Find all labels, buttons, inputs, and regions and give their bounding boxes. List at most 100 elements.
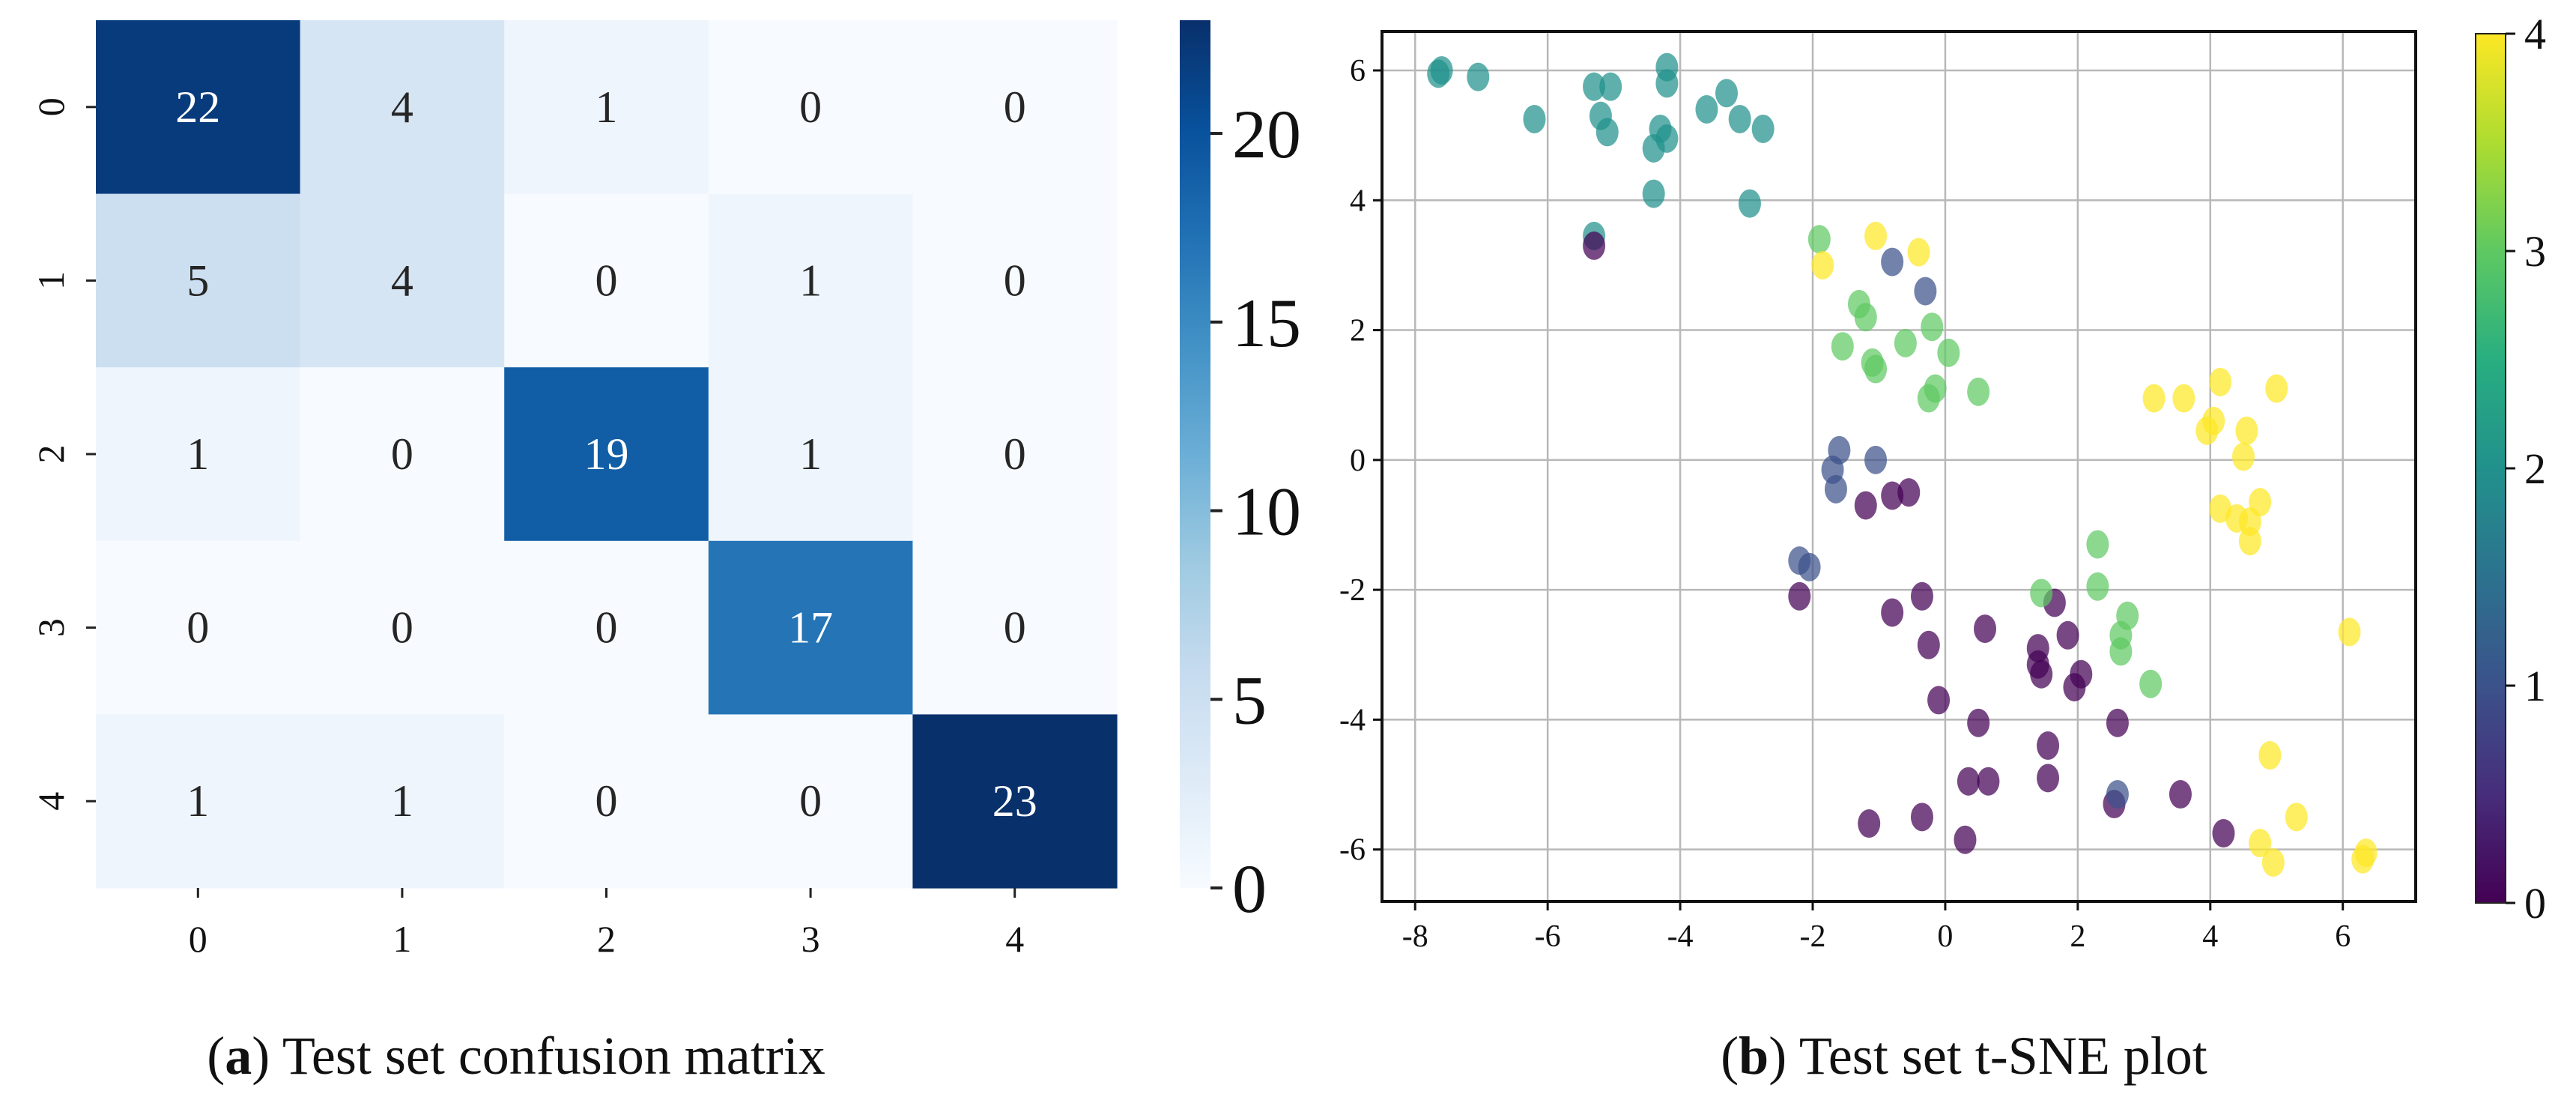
- scatter-point: [1937, 338, 1960, 367]
- caption-b-letter: b: [1739, 1026, 1769, 1086]
- scatter-colorbar-gradient: [2475, 33, 2506, 904]
- heatmap-cell-label: 0: [1004, 603, 1026, 653]
- heatmap-cell: [300, 20, 505, 195]
- scatter-point: [2261, 848, 2285, 877]
- scatter-point: [2172, 384, 2195, 413]
- heatmap-cell-label: 0: [595, 256, 618, 305]
- heatmap-y-tick-label: 3: [30, 618, 72, 637]
- scatter-point: [2258, 741, 2282, 770]
- scatter-point: [2238, 507, 2261, 537]
- scatter-x-tick-label: 6: [2335, 919, 2351, 954]
- heatmap-cell: [300, 193, 505, 368]
- heatmap-x-tick-label: 3: [801, 918, 820, 960]
- heatmap-cell-label: 1: [799, 256, 822, 305]
- scatter-point: [1715, 79, 1738, 108]
- heatmap-y-tick-label: 1: [30, 271, 72, 290]
- heatmap-cell: [504, 193, 709, 368]
- heatmap-colorbar-gradient: [1180, 20, 1210, 888]
- heatmap-cell-label: 0: [391, 603, 413, 653]
- heatmap-cell: [912, 540, 1118, 715]
- heatmap-cell-label: 0: [595, 776, 618, 826]
- scatter-y-tick-label: -4: [1339, 703, 1366, 737]
- heatmap-cell: [504, 540, 709, 715]
- scatter-point: [2209, 367, 2232, 396]
- heatmap-cell-label: 0: [799, 776, 822, 826]
- heatmap-cell-label: 1: [187, 429, 209, 479]
- scatter-point: [1864, 445, 1888, 474]
- heatmap-cell-label: 1: [391, 776, 413, 826]
- heatmap-cell-label: 23: [992, 776, 1037, 826]
- scatter-point: [1921, 312, 1944, 342]
- tsne-scatter-plot: -8 -6 -4 -2 0 2 4 6 -6 -4 -2 0 2 4 6: [1339, 30, 2417, 954]
- heatmap-cell: [912, 367, 1118, 542]
- scatter-point: [2070, 659, 2093, 689]
- caption-a: (a) Test set confusion matrix: [207, 1026, 825, 1086]
- heatmap-cell-label: 1: [187, 776, 209, 826]
- scatter-y-tick-label: 0: [1350, 444, 1366, 478]
- heatmap-cell-label: 4: [391, 82, 413, 132]
- heatmap-x-tick-label: 0: [189, 918, 207, 960]
- heatmap-cell: [708, 367, 913, 542]
- heatmap-cell-label: 0: [187, 603, 209, 653]
- scatter-point: [2169, 780, 2192, 809]
- heatmap-colorbar-tick-label: 15: [1232, 285, 1301, 361]
- scatter-point: [1599, 72, 1622, 101]
- scatter-point: [1751, 114, 1775, 143]
- scatter-colorbar-tick-label: 1: [2524, 662, 2546, 710]
- scatter-x-tick-label: -4: [1667, 919, 1694, 954]
- scatter-point: [1864, 354, 1888, 384]
- caption-b-text: Test set t-SNE plot: [1786, 1026, 2207, 1086]
- scatter-point: [1583, 72, 1606, 101]
- heatmap-cell: [708, 20, 913, 195]
- scatter-point: [1798, 552, 1821, 581]
- scatter-point: [1957, 767, 1980, 796]
- scatter-point: [1824, 474, 1847, 504]
- heatmap-cell: [300, 714, 505, 889]
- heatmap-cell: [504, 367, 709, 542]
- scatter-point: [1427, 59, 1450, 88]
- scatter-point: [1910, 803, 1933, 832]
- scatter-point: [1523, 104, 1546, 133]
- heatmap-cell: [96, 20, 301, 195]
- scatter-point: [1927, 686, 1951, 715]
- scatter-point: [1977, 767, 2000, 796]
- heatmap-cell: [300, 367, 505, 542]
- heatmap-cell-label: 5: [187, 256, 209, 305]
- scatter-point: [1728, 104, 1751, 133]
- scatter-y-tick-label: -2: [1339, 573, 1366, 608]
- scatter-point: [2351, 844, 2375, 874]
- scatter-point: [1907, 238, 1930, 267]
- heatmap-cell: [300, 540, 505, 715]
- heatmap-cell: [912, 714, 1118, 889]
- heatmap-cell: [96, 367, 301, 542]
- scatter-point: [1854, 491, 1877, 520]
- scatter-point: [1807, 225, 1831, 254]
- scatter-x-tick-label: -8: [1402, 919, 1428, 954]
- heatmap-cell-label: 0: [1004, 256, 1026, 305]
- heatmap-cell: [96, 540, 301, 715]
- scatter-x-tick-label: -6: [1535, 919, 1561, 954]
- scatter-point: [2238, 527, 2261, 556]
- scatter-point: [2086, 572, 2109, 601]
- heatmap-cell: [96, 193, 301, 368]
- heatmap-cell-label: 22: [175, 82, 220, 132]
- scatter-colorbar-tick-label: 2: [2524, 444, 2546, 493]
- scatter-point: [2037, 764, 2060, 793]
- scatter-colorbar-tick-label: 4: [2524, 10, 2546, 58]
- heatmap-cell: [912, 20, 1118, 195]
- scatter-point: [1864, 221, 1888, 250]
- scatter-point: [1954, 825, 1977, 854]
- heatmap-cell: [96, 714, 301, 889]
- scatter-colorbar-tick-label: 0: [2524, 879, 2546, 928]
- scatter-point: [1917, 630, 1940, 659]
- scatter-point: [1881, 598, 1904, 627]
- scatter-point: [1642, 133, 1665, 163]
- heatmap-colorbar-tick-label: 5: [1232, 662, 1267, 738]
- scatter-point: [2142, 384, 2166, 413]
- heatmap-cell: [708, 193, 913, 368]
- scatter-x-tick-label: 4: [2202, 919, 2218, 954]
- caption-a-letter: a: [225, 1026, 252, 1086]
- heatmap-x-tick-label: 1: [393, 918, 411, 960]
- scatter-point: [1738, 189, 1761, 218]
